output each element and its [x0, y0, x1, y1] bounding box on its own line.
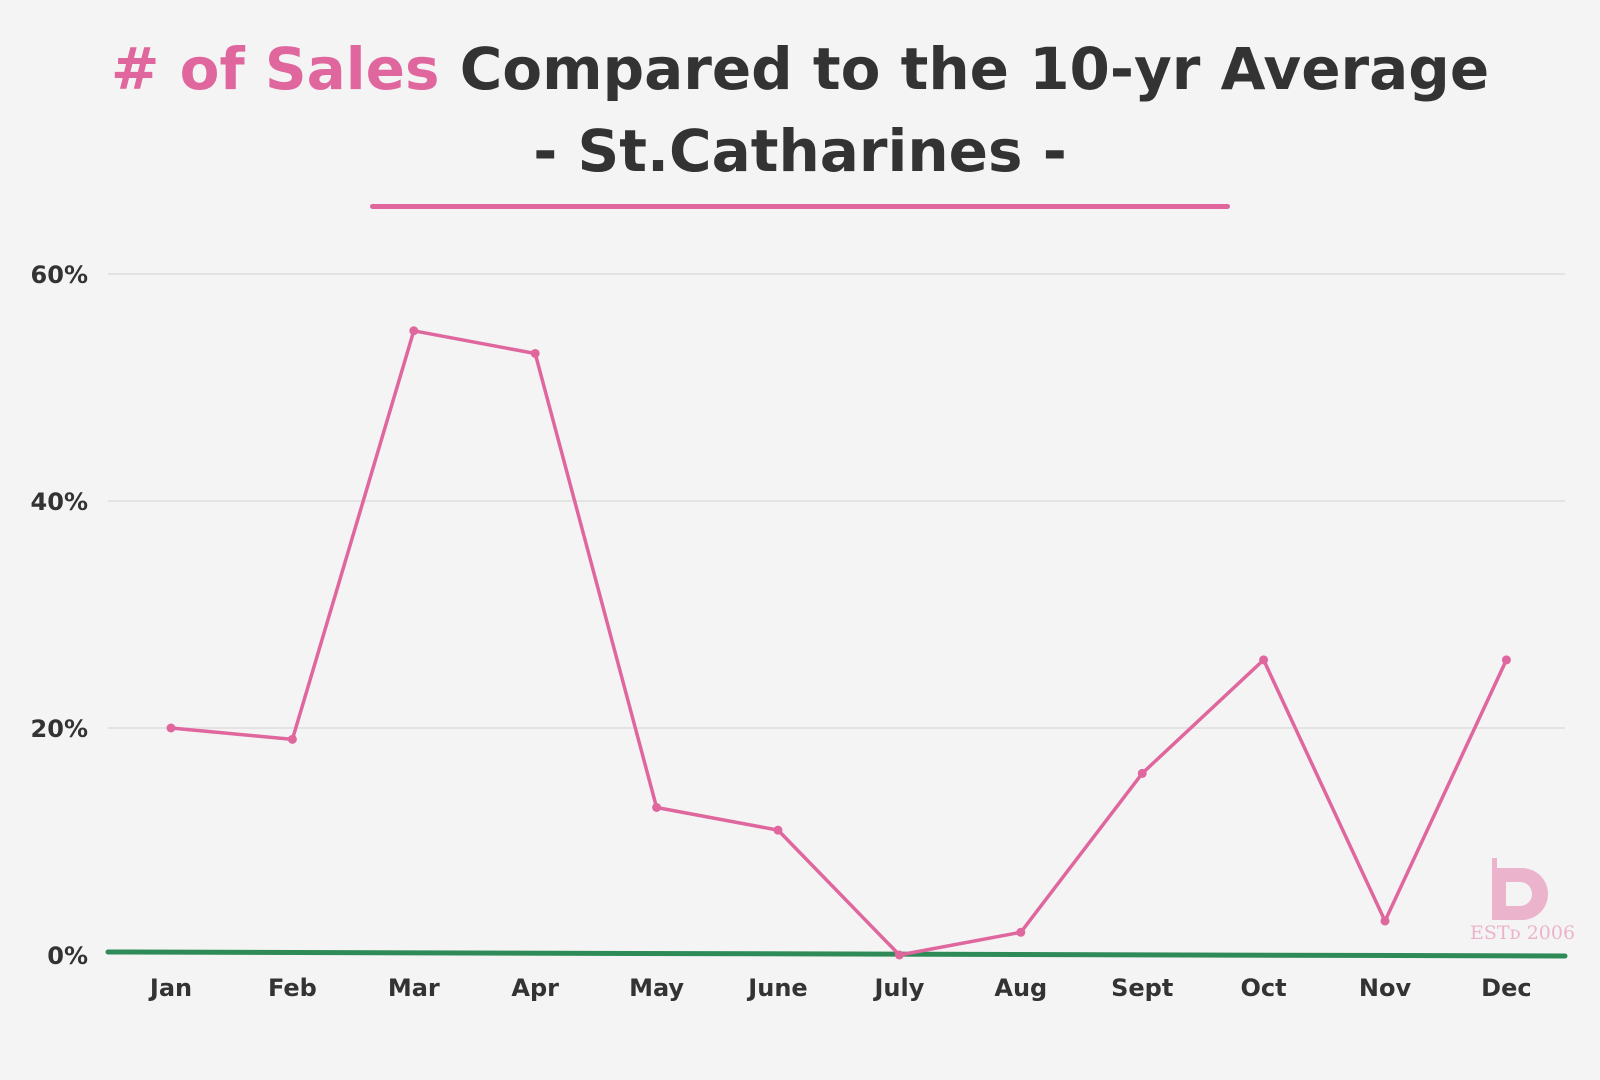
x-tick-label: June	[746, 974, 807, 1002]
chart-title-rest: Compared to the 10-yr Average	[439, 35, 1490, 103]
y-tick-label: 20%	[31, 715, 88, 743]
x-tick-label: Sept	[1111, 974, 1173, 1002]
x-tick-label: Dec	[1481, 974, 1531, 1002]
x-tick-label: Mar	[388, 974, 440, 1002]
data-point	[894, 950, 904, 960]
x-tick-label: May	[629, 974, 684, 1002]
baseline-line	[105, 949, 1568, 959]
data-point	[166, 723, 176, 733]
brand-logo-mark	[1492, 858, 1548, 920]
data-point	[1016, 927, 1026, 937]
data-point	[1259, 655, 1269, 665]
x-tick-label: Feb	[268, 974, 317, 1002]
gridlines	[108, 273, 1565, 729]
x-tick-label: Aug	[994, 974, 1047, 1002]
y-tick-label: 40%	[31, 488, 88, 516]
data-point	[1380, 916, 1390, 926]
x-tick-label: Jan	[148, 974, 192, 1002]
chart-title-accent: # of Sales	[110, 35, 440, 103]
x-axis-ticks: Jan Feb Mar Apr May June July Aug Sept Oct Nov Dec	[148, 974, 1532, 1002]
chart-subtitle: - St.Catharines -	[533, 117, 1067, 185]
data-point	[287, 734, 297, 744]
chart-title: # of Sales Compared to the 10-yr Average	[0, 40, 1600, 98]
sales-series	[166, 326, 1511, 960]
brand-logo: ESTᴅ 2006	[1470, 852, 1600, 952]
data-point	[1137, 768, 1147, 778]
average-baseline	[105, 949, 1568, 959]
y-axis-ticks: 0% 20% 40% 60%	[31, 261, 88, 970]
brand-logo-est: ESTᴅ 2006	[1470, 922, 1576, 944]
y-tick-label: 60%	[31, 261, 88, 289]
x-tick-label: Oct	[1241, 974, 1287, 1002]
title-underline	[370, 204, 1230, 209]
data-point	[652, 802, 662, 812]
data-point	[773, 825, 783, 835]
x-tick-label: Nov	[1359, 974, 1412, 1002]
series-line	[170, 329, 1508, 957]
x-tick-label: July	[872, 974, 924, 1002]
data-point	[409, 326, 419, 336]
data-point	[530, 348, 540, 358]
y-tick-label: 0%	[47, 942, 88, 970]
data-point	[1501, 655, 1511, 665]
x-tick-label: Apr	[511, 974, 559, 1002]
